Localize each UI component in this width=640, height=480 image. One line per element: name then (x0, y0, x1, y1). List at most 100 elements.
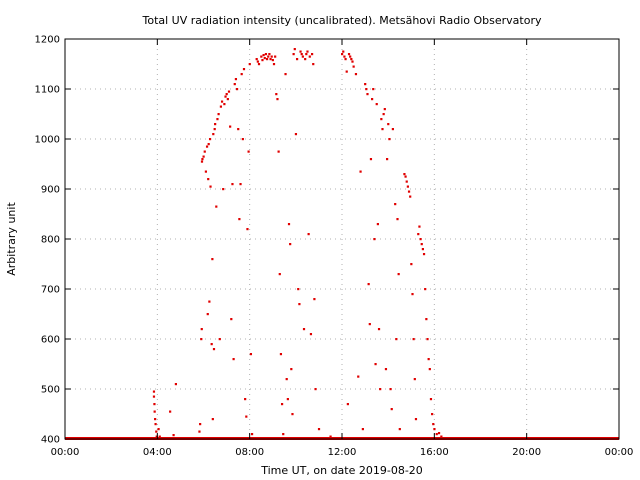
y-tick-label: 1000 (35, 135, 60, 146)
data-point (220, 100, 224, 103)
data-point (172, 434, 175, 437)
data-point (163, 437, 166, 440)
y-tick-label: 1200 (35, 35, 60, 46)
data-point (240, 73, 243, 76)
data-point (405, 180, 408, 183)
data-point (272, 63, 276, 66)
data-point (153, 403, 156, 406)
data-point (249, 353, 253, 356)
data-point (276, 98, 279, 101)
data-point (279, 353, 283, 356)
data-point (398, 428, 401, 431)
data-point (344, 58, 347, 61)
data-point (406, 185, 409, 188)
data-point (374, 363, 377, 366)
data-point (301, 55, 304, 58)
data-point (407, 190, 411, 193)
data-point (244, 398, 247, 401)
data-point (345, 70, 348, 73)
y-tick-label: 600 (41, 335, 60, 346)
data-point (298, 303, 301, 306)
data-point (199, 423, 202, 426)
data-point (428, 368, 431, 371)
data-point (309, 333, 313, 336)
x-axis-ticks: 00:00 04:00 08:00 12:00 16:00 20:00 00:00 (51, 39, 633, 458)
data-point (414, 418, 418, 421)
data-point (257, 63, 261, 66)
data-point (282, 433, 285, 436)
data-point (157, 428, 160, 431)
data-point (247, 150, 250, 153)
data-point (342, 50, 345, 53)
data-point (211, 258, 214, 261)
data-point (292, 53, 295, 56)
data-point (329, 435, 332, 438)
data-point (411, 293, 414, 296)
y-axis-label: Arbitrary unit (5, 202, 18, 276)
data-point (395, 338, 398, 341)
data-point (216, 118, 219, 121)
data-point (383, 108, 386, 111)
data-point (297, 288, 300, 291)
data-point (350, 58, 353, 61)
data-point (381, 128, 384, 131)
data-point (225, 93, 228, 96)
x-tick-label: 08:00 (235, 447, 264, 458)
data-point (208, 138, 212, 141)
data-point (261, 59, 264, 62)
data-point (285, 378, 288, 381)
data-point (390, 408, 393, 411)
data-point (293, 48, 296, 51)
data-point (302, 328, 306, 331)
x-tick-label: 00:00 (51, 447, 80, 458)
data-point (215, 205, 218, 208)
data-point (364, 83, 367, 86)
data-point (300, 53, 303, 56)
data-point (421, 248, 424, 251)
data-point (203, 150, 206, 153)
data-point (361, 428, 364, 431)
data-point (152, 395, 156, 398)
data-point (312, 63, 315, 66)
data-point (255, 58, 258, 61)
data-point (310, 53, 314, 56)
data-point (410, 263, 413, 266)
data-point (280, 403, 284, 406)
data-point (278, 273, 281, 276)
data-point (200, 338, 203, 341)
data-point (440, 435, 443, 438)
data-point (262, 54, 265, 57)
data-point (155, 430, 158, 433)
data-point (265, 58, 269, 61)
data-point (238, 218, 241, 221)
data-point (227, 90, 231, 93)
data-point (294, 133, 298, 136)
data-point (380, 118, 383, 121)
y-tick-label: 900 (41, 185, 60, 196)
data-point (347, 53, 351, 56)
data-point (246, 228, 249, 231)
data-point (352, 65, 355, 68)
data-point (388, 138, 391, 141)
data-point (269, 58, 272, 61)
data-point (233, 83, 236, 86)
data-point (218, 338, 221, 341)
data-point (287, 223, 291, 226)
data-point (397, 273, 400, 276)
x-tick-label: 12:00 (328, 447, 357, 458)
data-point (351, 60, 354, 63)
data-point (429, 398, 433, 401)
data-point (419, 238, 422, 241)
data-point (207, 143, 210, 146)
data-point (349, 55, 352, 58)
data-point (277, 150, 280, 153)
data-point (256, 60, 259, 63)
data-point (425, 318, 428, 321)
data-point (239, 183, 242, 186)
data-point (155, 435, 158, 438)
y-tick-label: 700 (41, 285, 60, 296)
data-point (343, 55, 346, 58)
data-point (413, 378, 416, 381)
data-point (210, 343, 213, 346)
data-point (268, 53, 271, 56)
